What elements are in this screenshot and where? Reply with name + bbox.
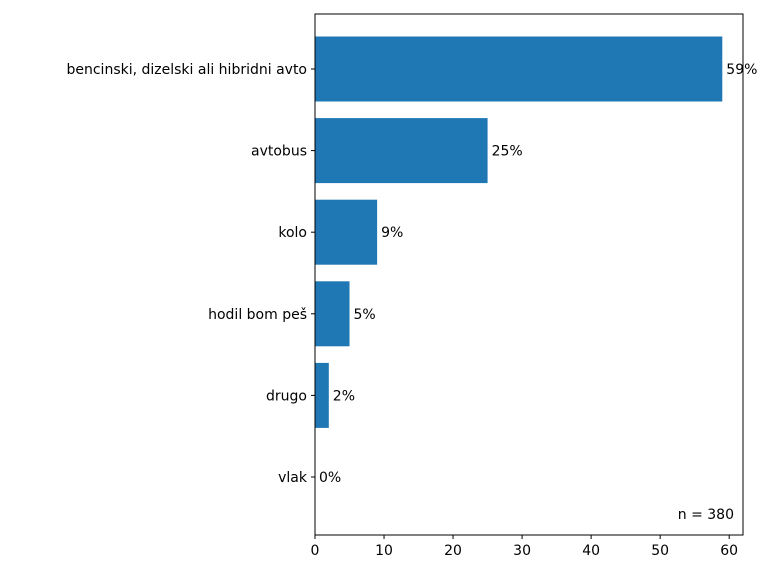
y-tick-label-1: avtobus: [251, 144, 307, 160]
data-label-5: 0%: [319, 470, 341, 486]
data-label-1: 25%: [492, 144, 523, 160]
y-tick-label-3: hodil bom peš: [208, 307, 307, 323]
data-label-4: 2%: [333, 388, 355, 404]
plot-frame: [314, 13, 744, 536]
bar-0: [315, 36, 723, 102]
data-label-0: 59%: [726, 62, 757, 78]
x-tick-label-4: 40: [582, 543, 600, 559]
x-axis: 0 10 20 30 40 50 60: [311, 535, 738, 559]
bar-3: [315, 281, 350, 347]
bar-2: [315, 199, 378, 265]
x-tick-label-0: 0: [311, 543, 320, 559]
x-tick-label-2: 20: [444, 543, 462, 559]
x-tick-label-6: 60: [720, 543, 738, 559]
y-tick-label-5: vlak: [278, 470, 308, 486]
sample-size-annotation: n = 380: [678, 507, 734, 523]
x-tick-label-3: 30: [513, 543, 531, 559]
data-label-2: 9%: [381, 225, 403, 241]
x-tick-label-1: 10: [375, 543, 393, 559]
y-tick-label-0: bencinski, dizelski ali hibridni avto: [66, 62, 307, 78]
bar-1: [315, 118, 488, 184]
y-tick-label-2: kolo: [278, 225, 307, 241]
y-tick-label-4: drugo: [266, 388, 307, 404]
bars-layer: [315, 36, 723, 428]
y-axis: bencinski, dizelski ali hibridni avto avt…: [66, 62, 315, 486]
x-tick-label-5: 50: [651, 543, 669, 559]
labels-layer: 59% 25% 9% 5% 2% 0%: [319, 62, 757, 486]
data-label-3: 5%: [354, 307, 376, 323]
bar-4: [315, 362, 329, 428]
